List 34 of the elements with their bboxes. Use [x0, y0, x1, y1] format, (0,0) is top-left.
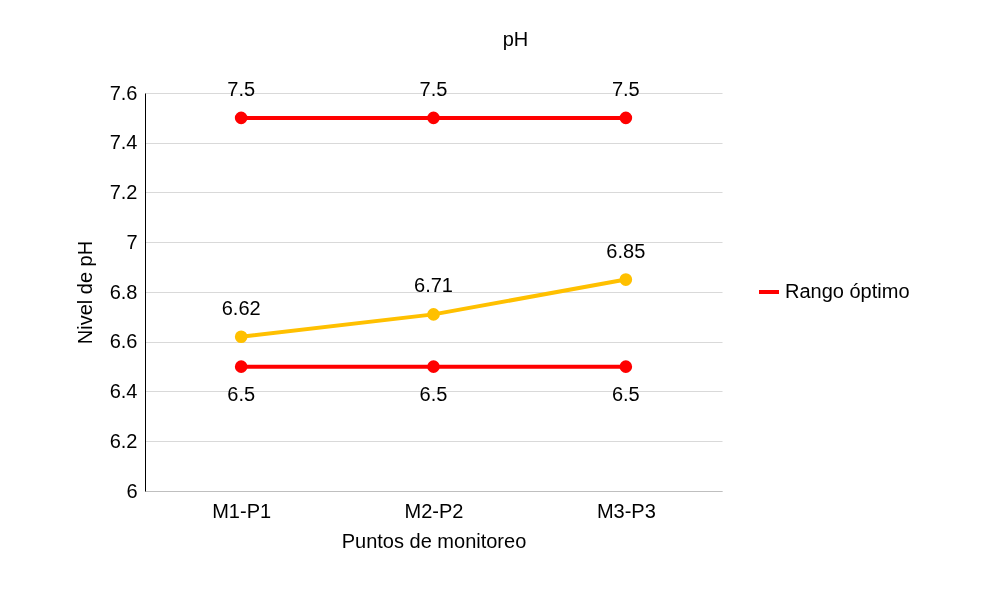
- point: [234, 111, 248, 125]
- data-label: 6.5: [227, 382, 256, 405]
- x-tick-label: M2-P2: [404, 499, 464, 522]
- data-label: 7.5: [611, 77, 640, 100]
- point: [234, 360, 248, 373]
- point: [427, 308, 440, 321]
- point: [234, 330, 248, 344]
- point: [619, 273, 633, 286]
- x-axis-title: Puntos de monitoreo: [341, 529, 527, 552]
- data-label: 6.62: [221, 296, 261, 319]
- point: [427, 111, 440, 125]
- y-tick-label: 6.2: [109, 429, 138, 452]
- x-tick-label: M3-P3: [596, 499, 656, 522]
- data-label: 7.5: [419, 77, 448, 100]
- y-tick-label: 6.8: [109, 280, 138, 303]
- data-label: 6.71: [414, 274, 453, 297]
- data-label: 6.5: [611, 382, 640, 405]
- y-tick-label: 6.4: [109, 380, 138, 402]
- data-label: 6.5: [419, 382, 448, 405]
- y-tick-label: 6.6: [109, 330, 138, 353]
- y-tick-label: 7.6: [109, 81, 138, 104]
- legend-label: Rango óptimo: [785, 280, 910, 302]
- point: [619, 360, 633, 373]
- x-tick-label: M1-P1: [212, 499, 272, 522]
- y-axis-title: Nivel de pH: [73, 240, 96, 345]
- y-tick-label: 6: [126, 479, 138, 502]
- data-label: 7.5: [227, 77, 256, 100]
- chart-title: pH: [502, 27, 529, 50]
- y-tick-label: 7.2: [109, 181, 138, 203]
- y-tick-label: 7: [126, 230, 138, 253]
- point: [427, 360, 440, 373]
- y-tick-label: 7.4: [109, 131, 138, 154]
- point: [619, 111, 633, 125]
- data-label: 6.85: [606, 239, 646, 262]
